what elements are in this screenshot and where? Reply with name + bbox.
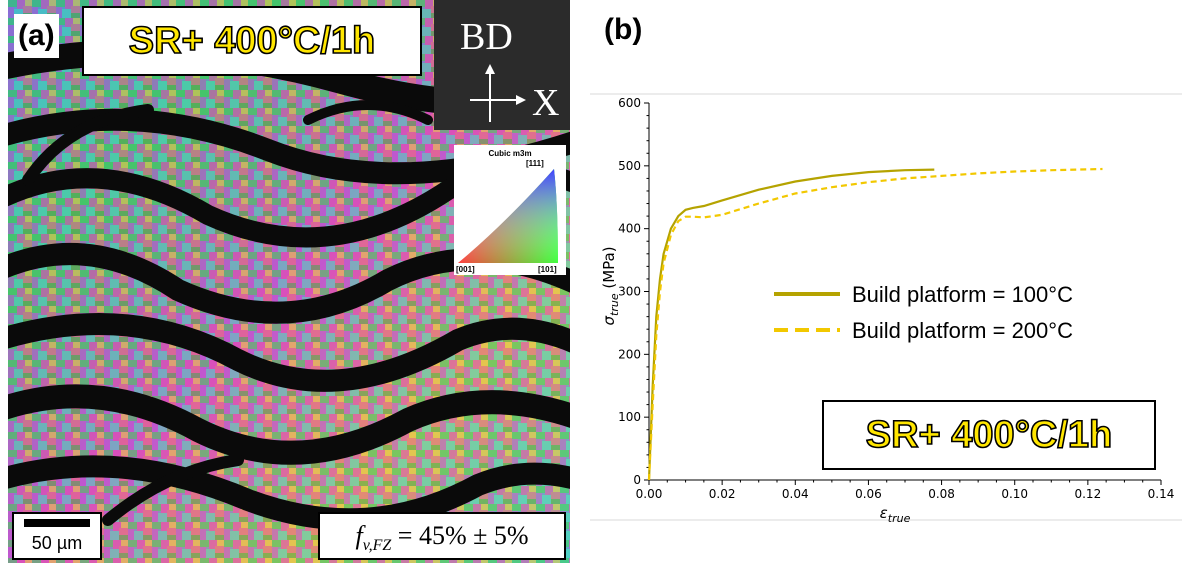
fraction-value: = 45% ± 5% [397, 521, 529, 550]
y-tick-label: 100 [618, 410, 641, 424]
x-axis-label: εtrue [880, 504, 911, 525]
panel-b-condition-label: SR+ 400°C/1h [822, 400, 1156, 470]
build-direction-label: BD [460, 16, 513, 58]
scale-bar-line [24, 519, 90, 527]
scale-bar-label: 50 µm [31, 533, 83, 553]
fraction-symbol: f [355, 521, 363, 550]
y-tick-label: 200 [618, 347, 641, 361]
y-tick-label: 0 [633, 473, 641, 487]
panel-a-condition-label: SR+ 400°C/1h [82, 6, 422, 76]
x-tick-label: 0.08 [928, 487, 955, 501]
y-tick-label: 400 [618, 222, 641, 236]
y-tick-label: 300 [618, 285, 641, 299]
ipf-color-key: Cubic m3m [111] [001] [101] [454, 145, 566, 275]
y-axis-label: σtrue (MPa) [600, 246, 621, 325]
x-tick-label: 0.14 [1148, 487, 1175, 501]
legend-label-2: Build platform = 200°C [852, 318, 1073, 343]
x-direction-label: X [532, 82, 560, 124]
stress-strain-chart: 0 100 200 300 400 500 600 0.00 0.02 0.04 0.06 0.08 0… [590, 93, 1182, 525]
ipf-111-label: [111] [526, 159, 544, 168]
ipf-101-label: [101] [538, 265, 557, 274]
x-tick-label: 0.06 [855, 487, 882, 501]
stress-strain-panel: (b) 0 100 200 300 400 500 600 0.00 0.02 0.04 0.06 0… [590, 0, 1182, 563]
direction-arrows [470, 64, 526, 122]
legend-label-1: Build platform = 100°C [852, 282, 1073, 307]
ipf-triangle [458, 169, 558, 263]
x-tick-label: 0.10 [1001, 487, 1028, 501]
ebsd-map-panel: BD X Cubic m3m [8, 0, 570, 563]
ipf-001-label: [001] [456, 265, 475, 274]
fraction-subscript: v,FZ [362, 537, 392, 555]
y-tick-label: 500 [618, 159, 641, 173]
y-tick-label: 600 [618, 96, 641, 110]
fusion-zone-fraction: fv,FZ = 45% ± 5% [318, 512, 566, 560]
series-line-2 [647, 167, 1103, 481]
x-tick-label: 0.00 [636, 487, 663, 501]
scale-bar: 50 µm [12, 512, 102, 560]
x-tick-label: 0.02 [709, 487, 736, 501]
build-direction-axes: BD X [434, 0, 570, 130]
panel-a-label: (a) [14, 14, 59, 58]
x-tick-label: 0.04 [782, 487, 809, 501]
panel-b-label: (b) [600, 8, 647, 52]
series-line-1 [647, 168, 935, 481]
ipf-title: Cubic m3m [488, 149, 532, 158]
x-tick-label: 0.12 [1074, 487, 1101, 501]
